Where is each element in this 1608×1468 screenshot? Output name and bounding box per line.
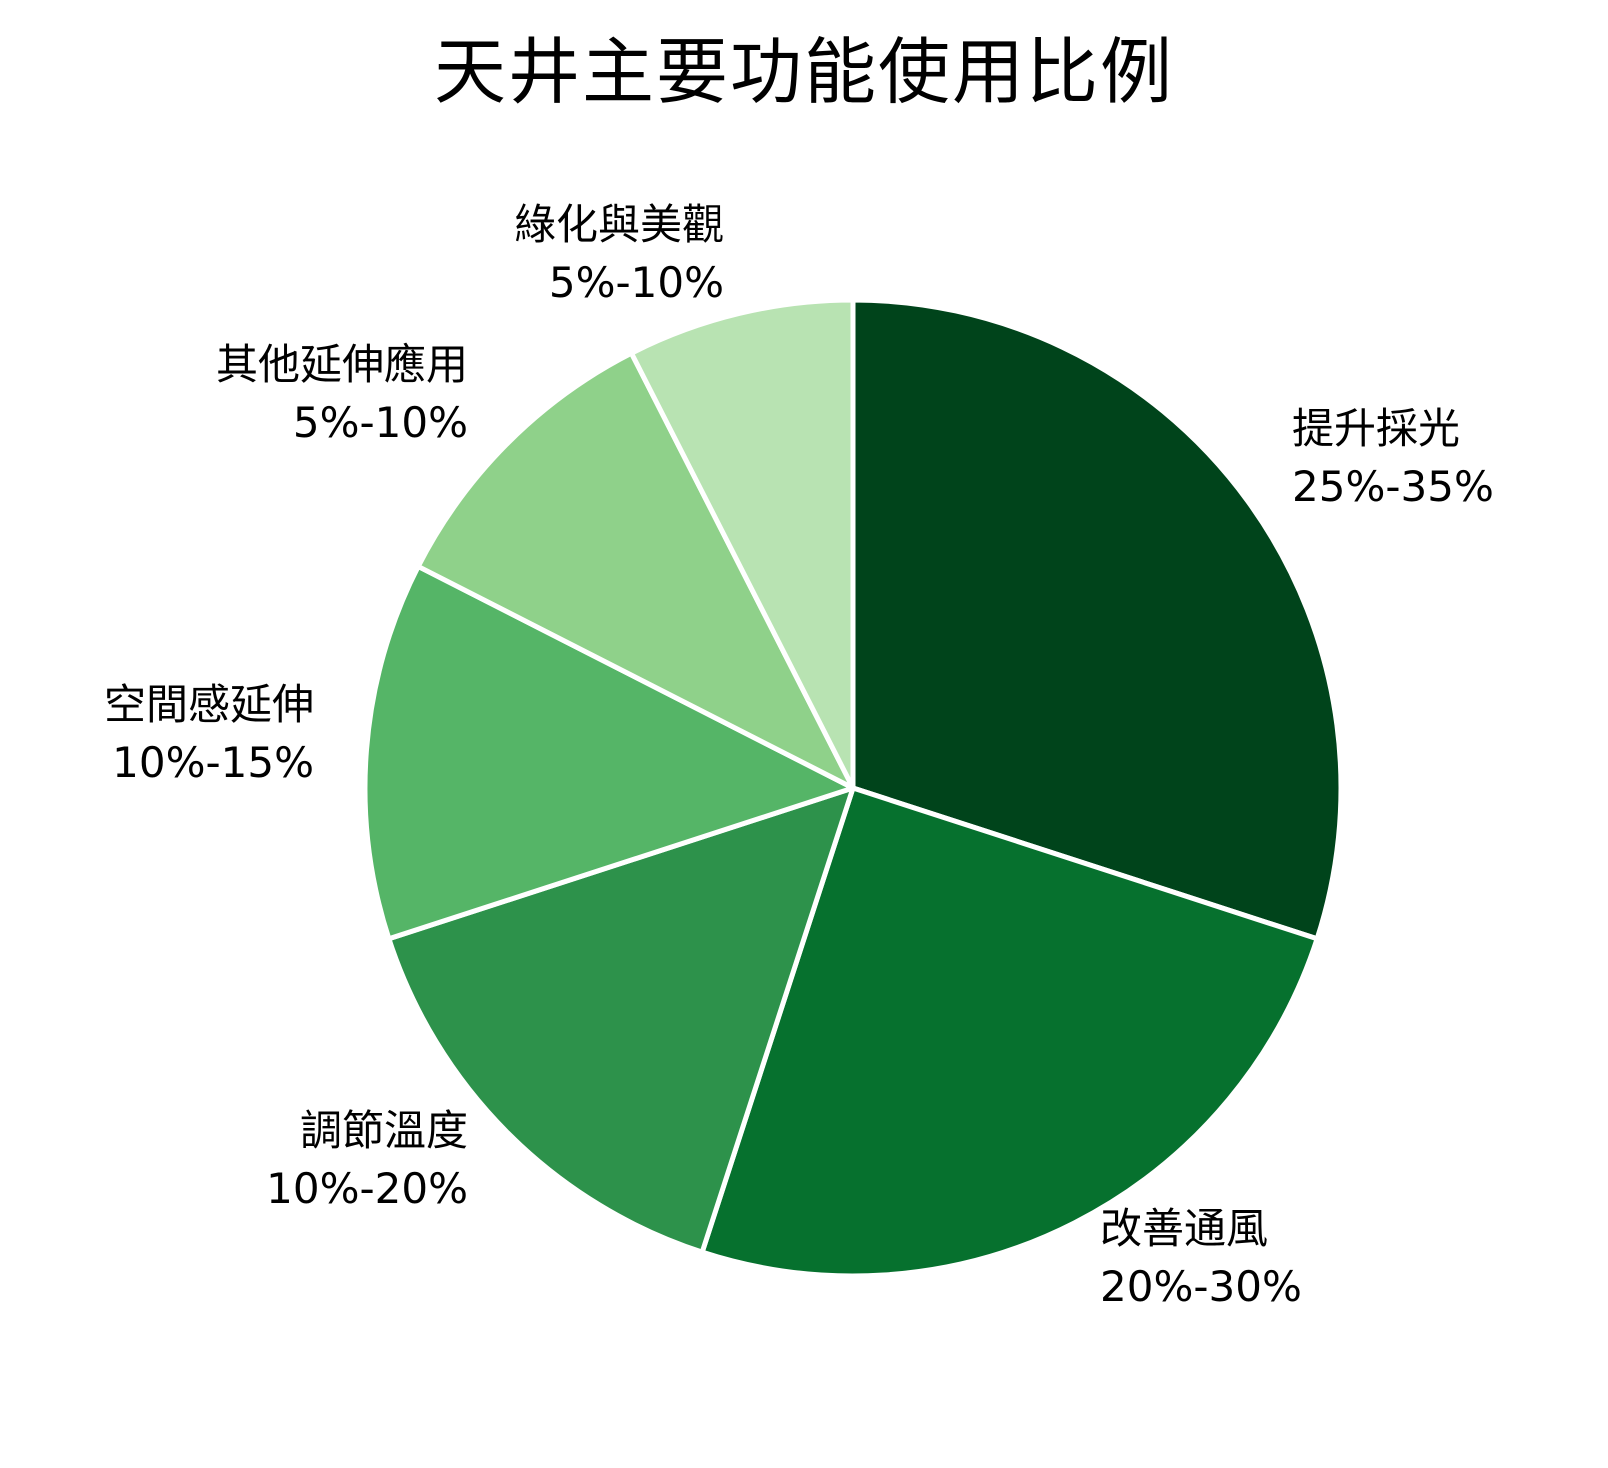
slice-label-3: 空間感延伸 10%-15% [104, 676, 314, 792]
slice-label-range: 10%-15% [112, 738, 314, 787]
slice-label-name: 調節溫度 [299, 1106, 468, 1155]
slice-label-name: 提升採光 [1292, 404, 1461, 453]
slice-label-range: 10%-20% [266, 1164, 468, 1213]
slice-label-range: 20%-30% [1100, 1262, 1302, 1311]
slice-label-5: 綠化與美觀 5%-10% [514, 196, 724, 312]
slice-label-name: 空間感延伸 [103, 680, 314, 729]
slice-label-name: 綠化與美觀 [513, 200, 724, 249]
slice-label-2: 調節溫度 10%-20% [266, 1102, 468, 1218]
pie-slice-5 [628, 297, 856, 791]
pie-slice-3 [362, 563, 856, 942]
slice-label-name: 改善通風 [1100, 1204, 1269, 1253]
slice-label-name: 其他延伸應用 [215, 340, 468, 389]
slice-label-range: 25%-35% [1292, 462, 1494, 511]
chart-title: 天井主要功能使用比例 [433, 30, 1174, 114]
pie-slice-0 [850, 297, 1344, 942]
slice-label-range: 5%-10% [292, 398, 468, 447]
pie-slice-1 [699, 785, 1320, 1279]
slice-label-4: 其他延伸應用 5%-10% [216, 336, 468, 452]
slice-label-1: 改善通風 20%-30% [1100, 1200, 1302, 1316]
pie-slice-2 [386, 785, 856, 1255]
slice-label-0: 提升採光 25%-35% [1292, 400, 1494, 516]
pie-slice-4 [415, 350, 856, 791]
slice-label-range: 5%-10% [548, 258, 724, 307]
